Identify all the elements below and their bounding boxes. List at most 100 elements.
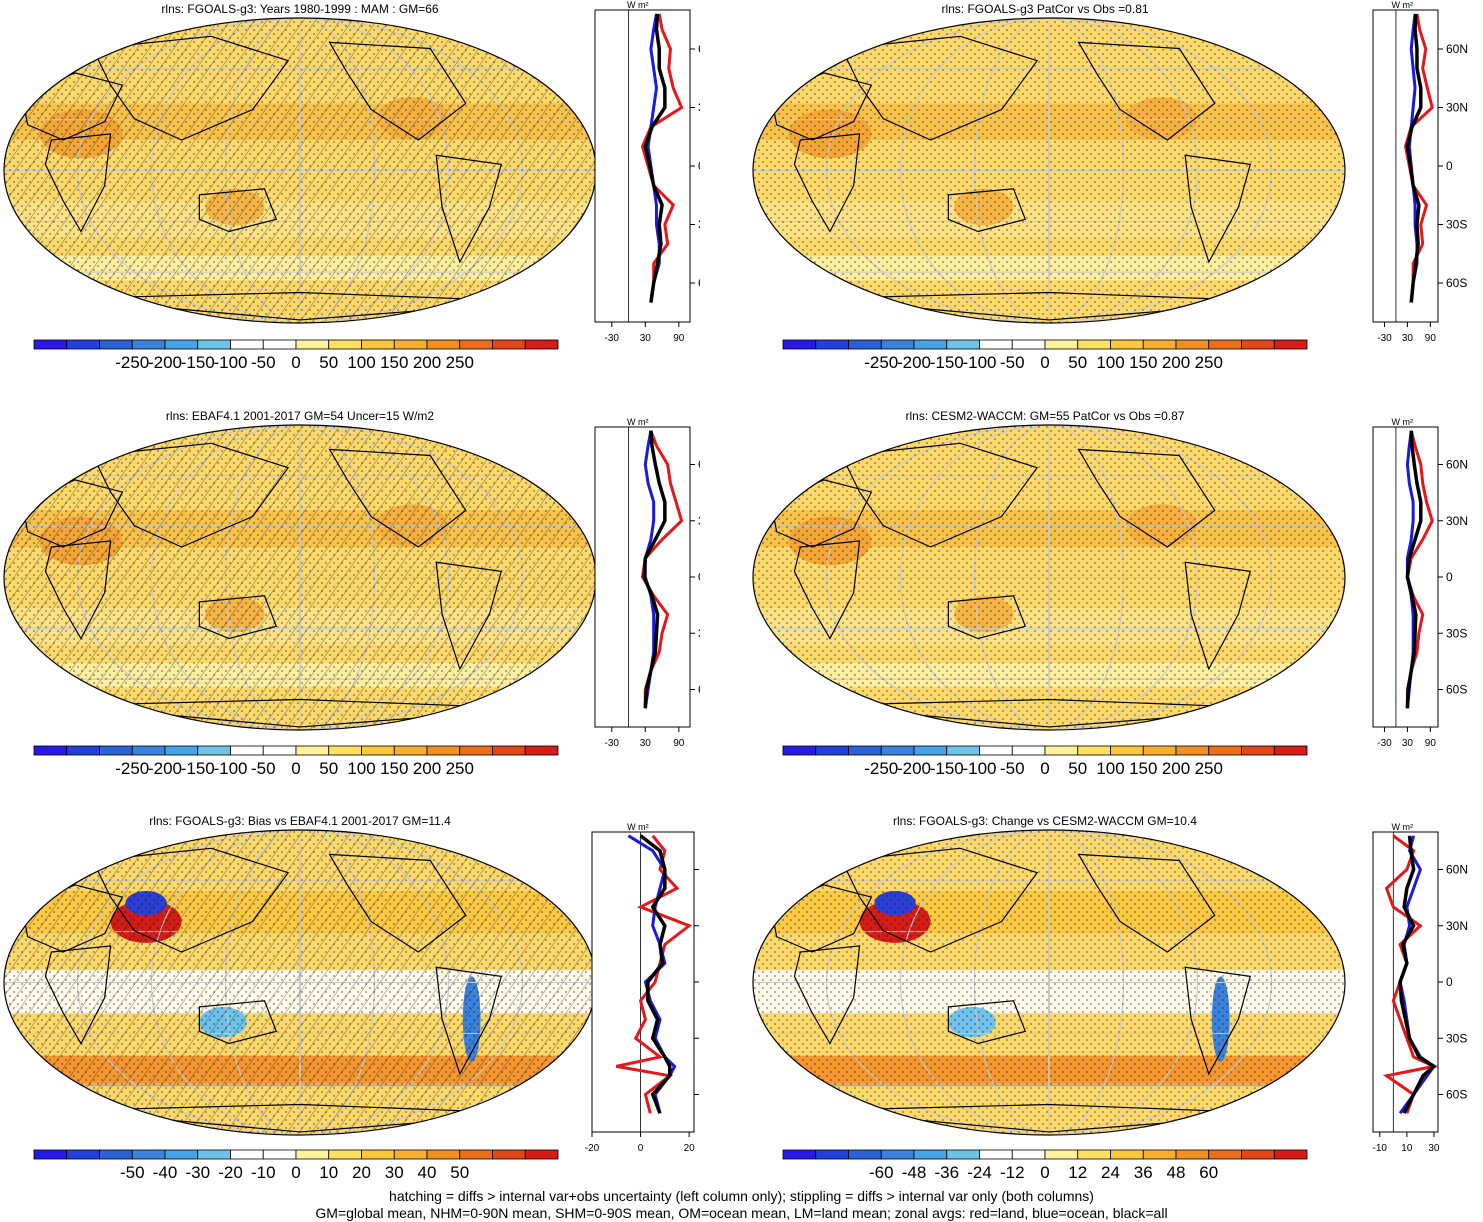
coastline bbox=[1077, 853, 1216, 953]
colorbar-swatch bbox=[33, 745, 68, 756]
colorbar-tick-label: 50 bbox=[319, 353, 338, 372]
map-field bbox=[753, 18, 1345, 323]
zonal-mean-frame bbox=[1372, 9, 1439, 323]
zonal-y-tick-label: 0 bbox=[1446, 975, 1453, 989]
colorbar-tick-label: 36 bbox=[1134, 1163, 1153, 1182]
zonal-y-tick-label: 60N bbox=[1446, 458, 1468, 472]
zonal-line-all bbox=[1398, 835, 1437, 1115]
colorbar-swatch bbox=[393, 745, 428, 756]
zonal-y-tick-label: 30N bbox=[698, 101, 700, 115]
colorbar-swatch bbox=[815, 1149, 849, 1160]
colorbar-tick-label: -60 bbox=[869, 1163, 894, 1182]
colorbar-swatch bbox=[1110, 1149, 1144, 1160]
colorbar-tick-label: -50 bbox=[1000, 759, 1025, 778]
colorbar-tick-label: -40 bbox=[153, 1163, 178, 1182]
colorbar-swatch bbox=[1077, 745, 1111, 756]
panel-model-patcor: -250 -200 -150 -100 -50 0 50 100 150 200 250 W m² 60… bbox=[745, 0, 1483, 395]
colorbar-swatch bbox=[880, 745, 915, 756]
colorbar-swatch bbox=[459, 745, 493, 756]
colorbar-swatch bbox=[1044, 339, 1079, 350]
coastline bbox=[91, 847, 290, 953]
colorbar-tick-label: -50 bbox=[1000, 353, 1025, 372]
zonal-x-tick-label: 10 bbox=[1401, 1143, 1413, 1154]
zonal-y-tick-label: 60S bbox=[1446, 276, 1467, 290]
zonal-x-tick-label: -10 bbox=[1373, 1143, 1388, 1154]
colorbar-swatch bbox=[197, 339, 231, 350]
coastline bbox=[1077, 41, 1216, 141]
colorbar-swatch bbox=[164, 339, 199, 350]
zonal-y-tick-label: 0 bbox=[1446, 159, 1453, 173]
zonal-x-tick-label: 30 bbox=[1402, 738, 1414, 749]
zonal-x-tick-label: 30 bbox=[1428, 1143, 1440, 1154]
colorbar-tick-label: -100 bbox=[962, 353, 996, 372]
colorbar-tick-label: -250 bbox=[864, 759, 898, 778]
zonal-y-tick-label: 60N bbox=[1446, 863, 1468, 877]
zonal-x-tick-label: 0 bbox=[638, 1143, 644, 1154]
colorbar-tick-label: -24 bbox=[967, 1163, 992, 1182]
colorbar-swatch bbox=[295, 745, 330, 756]
footer-note-means: GM=global mean, NHM=0-90N mean, SHM=0-90… bbox=[315, 1205, 1168, 1221]
colorbar-swatch bbox=[131, 339, 166, 350]
colorbar-swatch bbox=[1241, 745, 1275, 756]
colorbar-swatch bbox=[1142, 339, 1177, 350]
zonal-x-tick-label: 90 bbox=[673, 738, 685, 749]
colorbar-swatch bbox=[230, 1149, 264, 1160]
coastline bbox=[770, 479, 873, 548]
zonal-mean-frame bbox=[1372, 426, 1439, 728]
colorbar-tick-label: -200 bbox=[897, 353, 931, 372]
colorbar-swatch bbox=[426, 745, 461, 756]
colorbar-swatch bbox=[99, 1149, 133, 1160]
colorbar-swatch bbox=[1142, 745, 1177, 756]
panel-figure: -250-200-150-100-50 0 50 100 150 200 250 W m² 60… bbox=[3, 417, 700, 778]
colorbar-tick-label: 100 bbox=[1096, 353, 1124, 372]
zonal-unit-label: W m² bbox=[627, 417, 649, 427]
colorbar-swatch bbox=[99, 745, 133, 756]
colorbar-swatch bbox=[782, 339, 817, 350]
zonal-x-tick-label: -30 bbox=[1377, 738, 1392, 749]
colorbar-swatch bbox=[459, 339, 493, 350]
colorbar-tick-label: 0 bbox=[1040, 1163, 1049, 1182]
map-title: rlns: CESM2-WACCM: GM=55 PatCor vs Obs =… bbox=[905, 409, 1185, 423]
coastline bbox=[328, 448, 467, 548]
coastline bbox=[793, 133, 861, 233]
coastline bbox=[840, 847, 1039, 953]
colorbar-swatch bbox=[99, 339, 133, 350]
coastline bbox=[198, 595, 278, 640]
colorbar-tick-label: -250 bbox=[115, 353, 149, 372]
zonal-x-tick-label: 90 bbox=[1425, 333, 1437, 344]
colorbar-tick-label: 150 bbox=[1129, 759, 1157, 778]
colorbar-tick-label: -200 bbox=[897, 759, 931, 778]
colorbar-swatch bbox=[164, 1149, 199, 1160]
colorbar-tick-label: -100 bbox=[213, 759, 247, 778]
colorbar-tick-label: 0 bbox=[1040, 759, 1049, 778]
coastline bbox=[770, 884, 873, 953]
zonal-line-land bbox=[615, 834, 693, 1114]
colorbar-tick-label: -50 bbox=[251, 759, 276, 778]
colorbar-swatch bbox=[848, 1149, 882, 1160]
zonal-y-tick-label: 60S bbox=[698, 683, 700, 697]
colorbar-tick-label: 250 bbox=[1195, 353, 1223, 372]
colorbar-swatch bbox=[1011, 339, 1046, 350]
zonal-x-tick-label: -30 bbox=[1377, 333, 1392, 344]
zonal-y-tick-label: 30N bbox=[1446, 514, 1468, 528]
zonal-line-all bbox=[1405, 430, 1423, 709]
colorbar-swatch bbox=[913, 745, 948, 756]
map-title: rlns: FGOALS-g3: Change vs CESM2-WACCM G… bbox=[893, 814, 1197, 828]
colorbar-tick-label: -100 bbox=[213, 353, 247, 372]
colorbar-swatch bbox=[66, 745, 100, 756]
colorbar-tick-label: 150 bbox=[1129, 353, 1157, 372]
zonal-y-tick-label: 30S bbox=[698, 218, 700, 232]
zonal-line-ocean bbox=[627, 834, 677, 1114]
panel-change: -60 -48 -36 -24 -12 0 12 24 36 48 60 W m² 60N 30N 0 30S… bbox=[745, 810, 1483, 1195]
colorbar-tick-label: 40 bbox=[418, 1163, 437, 1182]
colorbar-tick-label: 150 bbox=[380, 353, 408, 372]
colorbar-swatch bbox=[946, 1149, 980, 1160]
colorbar-tick-label: 0 bbox=[291, 759, 300, 778]
colorbar-tick-label: 100 bbox=[347, 353, 375, 372]
colorbar-swatch bbox=[66, 339, 100, 350]
colorbar-tick-label: 0 bbox=[1040, 353, 1049, 372]
colorbar-tick-label: -100 bbox=[962, 759, 996, 778]
zonal-y-tick-label: 60S bbox=[1446, 1088, 1467, 1102]
colorbar-swatch bbox=[295, 1149, 330, 1160]
